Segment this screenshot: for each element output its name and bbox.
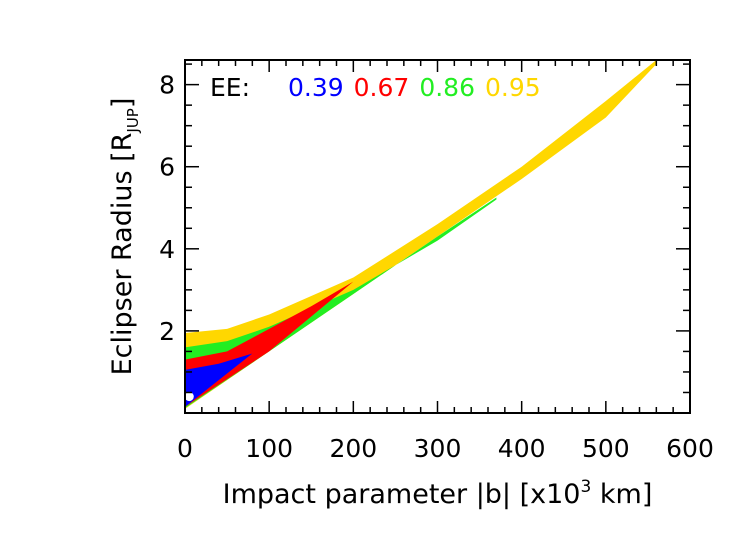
legend-prefix: EE: bbox=[210, 73, 250, 102]
legend-entry-0.86: 0.86 bbox=[419, 73, 475, 102]
y-tick-label: 6 bbox=[159, 153, 175, 182]
legend: EE: 0.39 0.67 0.86 0.95 bbox=[210, 73, 541, 102]
area-0.86 bbox=[185, 197, 497, 409]
y-tick-label: 2 bbox=[159, 317, 175, 346]
y-tick-label: 4 bbox=[159, 235, 175, 264]
x-tick-label: 400 bbox=[498, 434, 546, 463]
y-tick-label: 8 bbox=[159, 71, 175, 100]
x-tick-label: 0 bbox=[177, 434, 193, 463]
y-axis-title: Eclipser Radius [RJUP] bbox=[107, 98, 142, 376]
x-tick-label: 500 bbox=[582, 434, 630, 463]
area-0.39 bbox=[185, 353, 253, 407]
x-axis-title: Impact parameter |b| [x103 km] bbox=[223, 477, 653, 510]
legend-entry-0.39: 0.39 bbox=[288, 73, 344, 102]
x-tick-label: 600 bbox=[666, 434, 714, 463]
plot-frame bbox=[184, 59, 691, 414]
x-tick-label: 100 bbox=[245, 434, 293, 463]
x-tick-label: 300 bbox=[414, 434, 462, 463]
x-tick-label: 200 bbox=[329, 434, 377, 463]
legend-entry-0.67: 0.67 bbox=[354, 73, 410, 102]
marker-point bbox=[185, 392, 194, 402]
tick-labels: 0 100 200 300 400 500 600 2 4 6 8 bbox=[159, 71, 714, 463]
area-0.67 bbox=[185, 281, 354, 407]
plot-areas bbox=[185, 60, 657, 409]
legend-entry-0.95: 0.95 bbox=[485, 73, 541, 102]
